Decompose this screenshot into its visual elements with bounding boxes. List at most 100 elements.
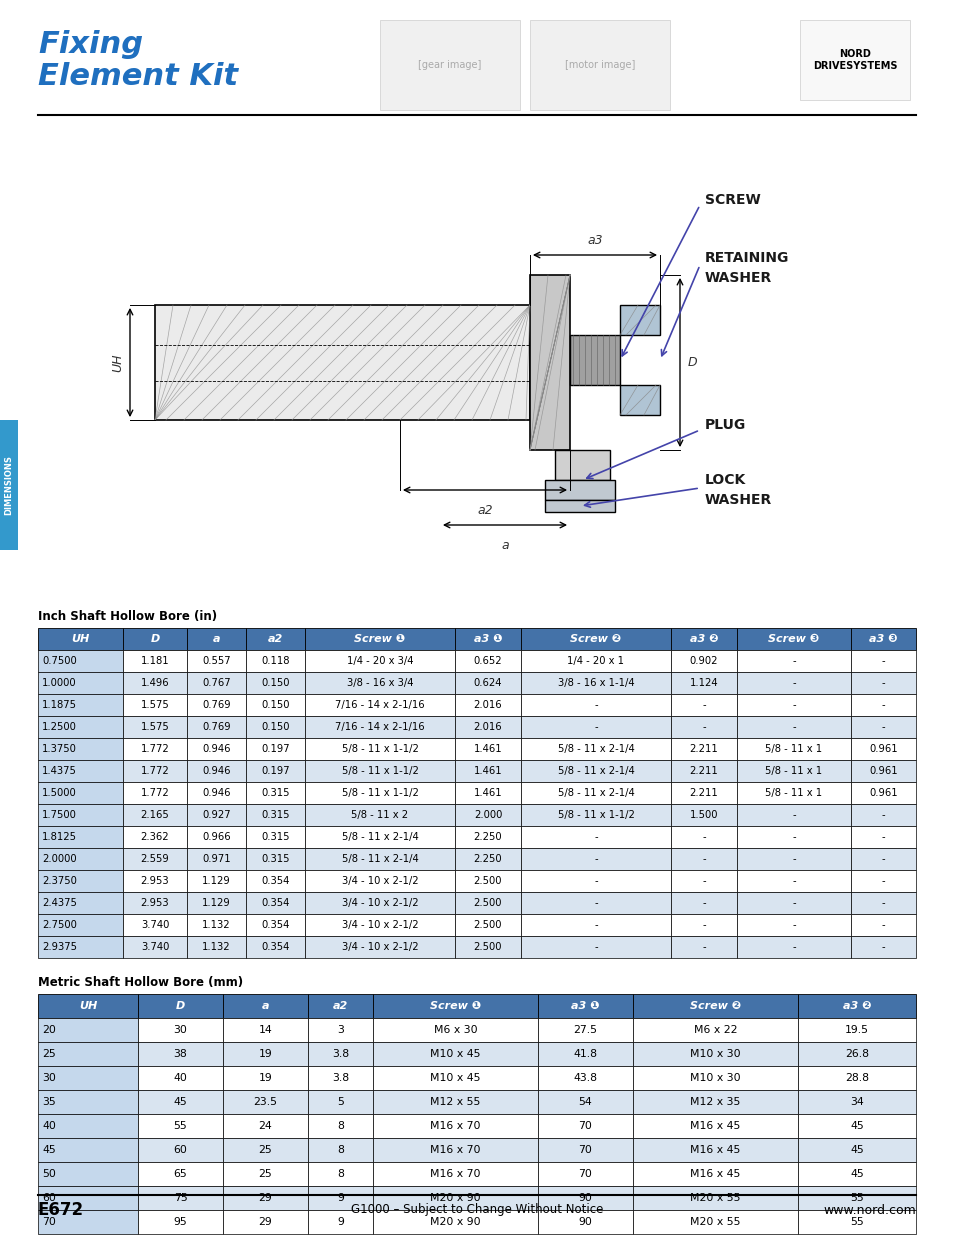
Bar xyxy=(850,650,915,672)
Text: M20 x 90: M20 x 90 xyxy=(430,1216,480,1228)
Text: 2.559: 2.559 xyxy=(140,853,170,864)
Text: M10 x 30: M10 x 30 xyxy=(689,1049,740,1058)
Text: 54: 54 xyxy=(578,1097,592,1107)
Bar xyxy=(737,782,850,804)
Bar xyxy=(154,305,530,420)
Text: -: - xyxy=(701,942,705,952)
Text: -: - xyxy=(791,810,795,820)
Bar xyxy=(187,760,246,782)
Bar xyxy=(537,1018,633,1042)
Bar xyxy=(187,739,246,760)
Text: 5/8 - 11 x 2: 5/8 - 11 x 2 xyxy=(351,810,408,820)
Text: 1.3750: 1.3750 xyxy=(42,743,77,755)
Text: a2: a2 xyxy=(333,1002,348,1011)
Bar xyxy=(850,739,915,760)
Text: 1.7500: 1.7500 xyxy=(42,810,77,820)
Bar xyxy=(38,1066,138,1091)
Text: 2.500: 2.500 xyxy=(474,942,501,952)
Bar xyxy=(187,629,246,650)
Text: 5/8 - 11 x 1-1/2: 5/8 - 11 x 1-1/2 xyxy=(557,810,634,820)
Bar xyxy=(38,936,123,958)
Text: 0.315: 0.315 xyxy=(261,853,290,864)
Text: 0.150: 0.150 xyxy=(261,700,290,710)
Text: 5: 5 xyxy=(336,1097,344,1107)
Text: SCREW: SCREW xyxy=(704,193,760,207)
Bar xyxy=(223,1066,308,1091)
Text: 9: 9 xyxy=(336,1193,344,1203)
Bar xyxy=(246,848,305,869)
Bar xyxy=(305,650,455,672)
Text: DIMENSIONS: DIMENSIONS xyxy=(5,454,13,515)
Text: M20 x 55: M20 x 55 xyxy=(690,1193,740,1203)
Bar xyxy=(38,672,123,694)
Text: 0.354: 0.354 xyxy=(261,942,290,952)
Bar xyxy=(737,892,850,914)
Bar xyxy=(633,1091,797,1114)
Text: 2.3750: 2.3750 xyxy=(42,876,77,885)
Bar xyxy=(123,804,187,826)
Text: 70: 70 xyxy=(578,1121,592,1131)
Text: 20: 20 xyxy=(42,1025,56,1035)
Bar xyxy=(38,739,123,760)
Text: 2.250: 2.250 xyxy=(474,853,502,864)
Bar xyxy=(138,1210,223,1234)
Text: 0.150: 0.150 xyxy=(261,678,290,688)
Text: Screw ❷: Screw ❷ xyxy=(689,1002,740,1011)
Bar xyxy=(305,760,455,782)
Text: 1.181: 1.181 xyxy=(140,656,169,666)
Text: 1.575: 1.575 xyxy=(140,700,170,710)
Bar xyxy=(187,782,246,804)
Bar xyxy=(737,936,850,958)
Bar xyxy=(670,914,737,936)
Bar xyxy=(305,869,455,892)
Bar xyxy=(737,869,850,892)
Bar xyxy=(305,936,455,958)
Text: 25: 25 xyxy=(42,1049,55,1058)
Text: -: - xyxy=(791,898,795,908)
Text: 8: 8 xyxy=(336,1145,344,1155)
Bar xyxy=(305,804,455,826)
Text: 2.500: 2.500 xyxy=(474,920,501,930)
Text: 0.902: 0.902 xyxy=(689,656,718,666)
Bar xyxy=(246,739,305,760)
Text: 0.7500: 0.7500 xyxy=(42,656,76,666)
Text: -: - xyxy=(791,853,795,864)
Bar xyxy=(619,305,659,335)
Bar xyxy=(520,716,670,739)
Bar xyxy=(373,1162,537,1186)
Bar xyxy=(187,716,246,739)
Text: 19: 19 xyxy=(258,1073,273,1083)
Text: 2.500: 2.500 xyxy=(474,876,501,885)
Bar xyxy=(373,1091,537,1114)
Text: 3.8: 3.8 xyxy=(332,1049,349,1058)
Bar xyxy=(305,848,455,869)
Bar xyxy=(187,804,246,826)
Bar xyxy=(850,826,915,848)
Bar xyxy=(246,804,305,826)
Bar xyxy=(455,629,520,650)
Text: 5/8 - 11 x 2-1/4: 5/8 - 11 x 2-1/4 xyxy=(341,832,418,842)
Bar xyxy=(187,848,246,869)
Bar xyxy=(123,914,187,936)
Bar xyxy=(223,1114,308,1137)
Bar xyxy=(123,869,187,892)
Text: 3/4 - 10 x 2-1/2: 3/4 - 10 x 2-1/2 xyxy=(341,920,417,930)
Bar xyxy=(123,629,187,650)
Bar xyxy=(138,1018,223,1042)
Bar xyxy=(520,869,670,892)
Bar xyxy=(246,629,305,650)
Text: M16 x 45: M16 x 45 xyxy=(690,1170,740,1179)
Bar xyxy=(520,826,670,848)
Bar xyxy=(520,848,670,869)
Text: a: a xyxy=(213,634,220,643)
Bar xyxy=(308,1210,373,1234)
Text: 1.129: 1.129 xyxy=(202,876,231,885)
Bar xyxy=(797,1042,915,1066)
Bar xyxy=(373,1137,537,1162)
Text: E672: E672 xyxy=(38,1200,84,1219)
Text: M10 x 45: M10 x 45 xyxy=(430,1049,480,1058)
Text: a2: a2 xyxy=(268,634,283,643)
Text: 29: 29 xyxy=(258,1216,273,1228)
Text: a3 ❶: a3 ❶ xyxy=(474,634,501,643)
Bar xyxy=(246,869,305,892)
